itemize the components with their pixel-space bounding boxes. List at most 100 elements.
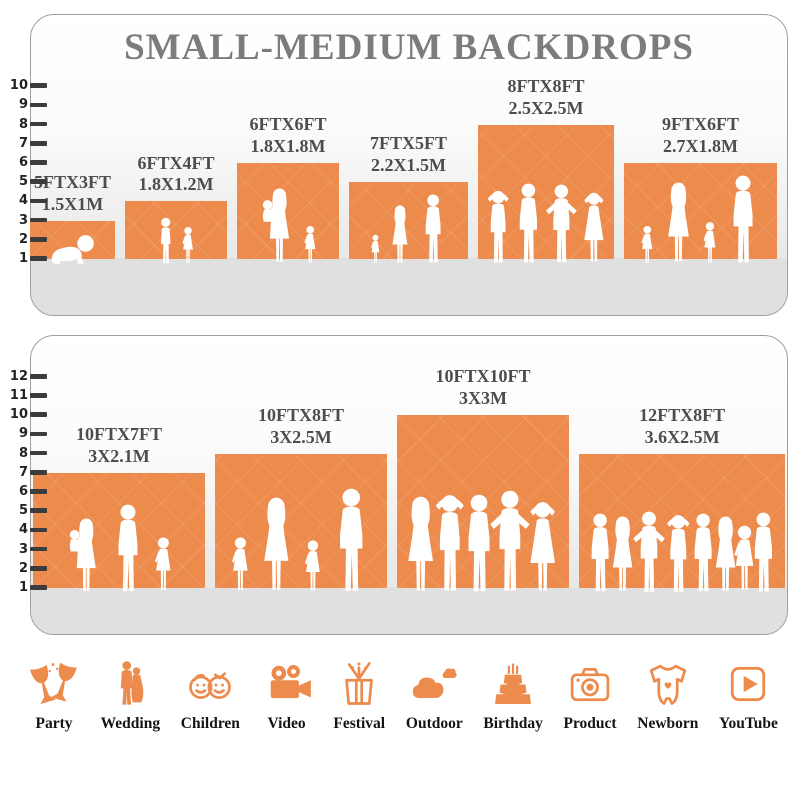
ruler-tick-3: 3 [6,212,47,228]
panel-small-medium: SMALL-MEDIUM BACKDROPS 1 2 3 4 5 6 7 8 9 10 5FTX3… [10,14,788,316]
category-label: Children [180,715,240,732]
category-label: Birthday [483,715,543,732]
tick-label: 11 [9,388,28,403]
silhouette-group [397,490,569,594]
category-label: Video [267,715,306,732]
tick-label: 2 [18,231,28,247]
tick-mark [30,121,47,127]
festival-icon [333,658,385,710]
tick-mark [30,256,47,261]
tick-label: 10 [9,78,28,94]
ruler-tick-10: 10 [6,78,47,94]
ruler-tick-9: 9 [6,426,47,441]
category-party: Party [28,658,80,733]
silhouette-group [215,488,387,594]
tick-label: 10 [9,407,28,423]
bar-size-label: 8FTX8FT 2.5X2.5M [507,76,584,120]
ruler-tick-10: 10 [6,407,47,423]
silhouette-woman [715,516,736,591]
ruler-tick-6: 6 [6,155,47,170]
floor-strip [31,587,787,634]
tick-label: 6 [18,155,28,170]
ruler-tick-5: 5 [6,503,47,518]
tick-mark [30,431,47,437]
tick-label: 1 [18,580,28,595]
tick-mark [30,237,47,242]
tick-label: 3 [18,541,28,557]
bar-size-label: 7FTX5FT 2.2X1.5M [370,133,447,177]
category-youtube: YouTube [719,658,778,733]
tick-mark [30,566,47,571]
party-icon [28,658,80,710]
ruler-tick-12: 12 [6,369,47,384]
wedding-icon [104,658,156,710]
category-label: Outdoor [405,715,463,732]
category-label: Product [563,715,617,732]
category-newborn: Newborn [637,658,698,733]
silhouette-man [468,494,490,591]
tick-mark [30,141,47,146]
tick-label: 4 [18,522,28,538]
category-label: YouTube [719,715,778,732]
ruler-tick-9: 9 [6,97,47,113]
bar-size-label: 5FTX3FT 1.5X1M [34,172,111,216]
backdrop-bars: 5FTX3FT 1.5X1M 6FTX4FT 1.8X1.2M 6FTX6FT 1.8X1… [30,14,788,316]
size-ft: 8FTX8FT [507,75,585,96]
tick-mark [30,412,47,417]
ruler-tick-2: 2 [6,231,47,247]
silhouette-boy [160,217,171,264]
ruler-tick-2: 2 [6,561,47,576]
silhouette-woman [408,496,434,591]
outdoor-icon [408,658,460,710]
silhouette-group [33,504,205,594]
ruler-tick-7: 7 [6,136,47,151]
silhouette-woman [392,205,408,263]
tick-label: 9 [18,97,28,113]
silhouette-man-akimbo [545,184,577,263]
tick-label: 1 [18,251,28,266]
tick-mark [30,546,47,552]
tick-mark [30,585,47,590]
tick-label: 7 [18,464,28,480]
ruler-tick-4: 4 [6,193,47,208]
silhouette-man-akimbo [490,491,530,591]
tick-label: 3 [18,212,28,228]
silhouette-group [125,217,227,265]
silhouette-man [340,488,363,591]
bar-size-label: 10FTX10FT 3X3M [435,366,530,410]
silhouette-man [118,504,138,592]
bar-size-label: 10FTX8FT 3X2.5M [258,405,344,449]
category-row: Party Wedding Children Video Festival Outdoor… [28,658,778,733]
panel-medium-large: 1 2 3 4 5 6 7 8 9 10 11 12 10FTX7FT 3X2.1M 10FTX8FT 3X… [10,335,788,635]
size-ft: 9FTX6FT [661,114,740,135]
category-birthday: Birthday [483,658,543,733]
category-label: Newborn [637,715,699,732]
tick-label: 6 [18,484,28,499]
silhouette-man-hands-head [666,514,690,592]
silhouette-girl [703,221,716,263]
tick-mark [30,217,47,223]
silhouette-woman-child [262,188,290,262]
category-children: Children [181,658,240,733]
ruler-tick-5: 5 [6,174,47,189]
ruler-tick-4: 4 [6,522,47,538]
backdrop-bar-6ftx6ft: 6FTX6FT 1.8X1.8M [237,114,339,263]
silhouette-girl [182,226,194,263]
silhouette-girl [734,525,753,590]
silhouette-man-hands-head [435,495,464,591]
tick-mark [30,470,47,475]
bar-size-label: 10FTX7FT 3X2.1M [76,424,162,468]
silhouette-girl [154,537,171,591]
bar-size-label: 12FTX8FT 3.6X2.5M [639,405,725,449]
category-outdoor: Outdoor [406,658,463,733]
size-m: 1.8X1.8M [250,136,326,157]
category-wedding: Wedding [101,658,160,733]
bar-size-label: 6FTX4FT 1.8X1.2M [137,153,214,197]
ruler-tick-8: 8 [6,446,47,461]
size-m: 3X3M [458,388,507,409]
size-m: 2.5X2.5M [508,97,584,118]
tick-mark [30,393,47,398]
silhouette-group [579,511,785,594]
tick-mark [30,527,47,533]
